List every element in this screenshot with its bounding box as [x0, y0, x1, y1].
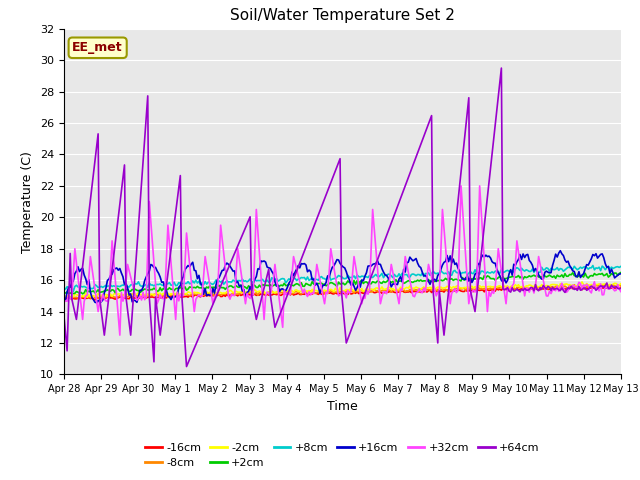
Legend: -16cm, -8cm, -2cm, +2cm, +8cm, +16cm, +32cm, +64cm: -16cm, -8cm, -2cm, +2cm, +8cm, +16cm, +3…	[141, 438, 544, 472]
X-axis label: Time: Time	[327, 400, 358, 413]
Text: EE_met: EE_met	[72, 41, 123, 54]
Title: Soil/Water Temperature Set 2: Soil/Water Temperature Set 2	[230, 9, 455, 24]
Y-axis label: Temperature (C): Temperature (C)	[22, 151, 35, 252]
